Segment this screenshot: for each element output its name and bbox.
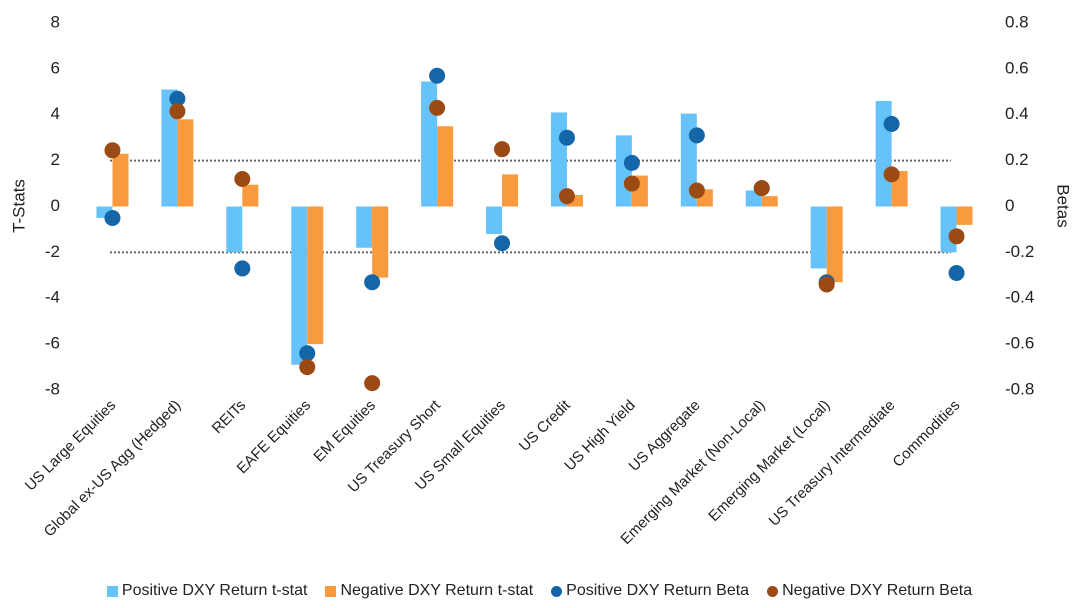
y2-axis-label: Betas [1054,184,1073,227]
x-tick-label: US Credit [516,396,575,455]
beta-dot [429,67,446,84]
bar [291,206,308,365]
beta-dot [169,90,186,107]
y-tick-label: 6 [51,58,60,77]
bar [242,184,259,207]
beta-dot [234,260,251,277]
legend-swatch [767,585,779,597]
bar [307,206,324,345]
legend-swatch [325,585,337,597]
beta-dot [234,170,251,187]
bar [96,206,113,218]
legend-label: Negative DXY Return t-stat [340,582,534,599]
bar [356,206,373,248]
bar [226,206,243,253]
legend-item: Negative DXY Return t-stat [325,582,533,600]
x-tick-label: Global ex-US Agg (Hedged) [41,397,184,540]
beta-dot [948,265,965,282]
y2-tick-label: -0.8 [1005,379,1034,398]
bar [826,206,843,283]
bar [566,195,583,207]
beta-dot [104,142,121,159]
legend-item: Positive DXY Return t-stat [106,582,308,600]
legend: Positive DXY Return t-stat Negative DXY R… [0,582,1079,600]
beta-dot [688,182,705,199]
bar [502,174,519,207]
y-tick-label: 2 [51,150,60,169]
x-tick-label: Emerging Market (Local) [705,397,833,525]
bar [486,206,503,235]
y2-tick-label: -0.6 [1005,334,1034,353]
y2-tick-label: 0.6 [1005,58,1029,77]
bar [761,196,778,207]
bar [615,135,632,207]
y-tick-label: -2 [45,242,60,261]
beta-dot [364,375,381,392]
y-axis-label: T-Stats [9,179,28,233]
beta-dot [169,103,186,120]
y-tick-label: 4 [51,104,60,123]
x-tick-label: US Treasury Intermediate [766,397,899,530]
beta-dot [494,141,511,158]
chart: T-Stats Betas -8 -6 -4 -2 0 2 4 6 8 -0.8 -0.6 -0.4 -… [9,12,1073,547]
legend-item: Positive DXY Return Beta [551,582,749,600]
x-tick-label: REITs [209,397,249,437]
beta-dot [753,180,770,197]
legend-label: Positive DXY Return Beta [566,582,750,599]
bar [372,206,389,278]
beta-dot [883,166,900,183]
y-tick-label: -8 [45,379,60,398]
y2-tick-label: 0 [1005,196,1014,215]
legend-item: Negative DXY Return Beta [767,582,972,600]
x-tick-label: EM Equities [310,397,379,466]
y2-tick-label: -0.4 [1005,288,1034,307]
legend-swatch [551,585,563,597]
y-tick-label: -6 [45,334,60,353]
x-tick-label: Commodities [889,397,963,471]
y-tick-label: -4 [45,288,60,307]
beta-dot [494,235,511,252]
beta-dot [948,228,965,245]
page: {"chart_data": {"type": "bar", "y_label"… [9,12,1073,599]
beta-dot [364,274,381,291]
bar [956,206,973,225]
beta-dot [818,276,835,293]
beta-dot [558,188,575,205]
y2-tick-label: 0.8 [1005,12,1029,31]
legend-label: Positive DXY Return t-stat [121,582,308,599]
beta-dot [623,154,640,171]
legend-label: Negative DXY Return Beta [782,582,973,599]
bar [112,153,129,207]
bar [437,126,454,207]
y2-tick-label: -0.2 [1005,242,1034,261]
legend-swatch [106,585,118,597]
beta-dot [429,99,446,116]
beta-dot [558,129,575,146]
bar [177,119,194,207]
bar [810,206,827,269]
y-tick-label: 8 [51,12,60,31]
y2-tick-label: 0.2 [1005,150,1029,169]
y-tick-label: 0 [51,196,60,215]
beta-dot [299,345,316,362]
bar [161,89,178,207]
beta-dot [623,175,640,192]
y2-tick-label: 0.4 [1005,104,1029,123]
beta-dot [688,127,705,144]
beta-dot [883,115,900,132]
beta-dot [299,359,316,376]
beta-dot [104,209,121,226]
